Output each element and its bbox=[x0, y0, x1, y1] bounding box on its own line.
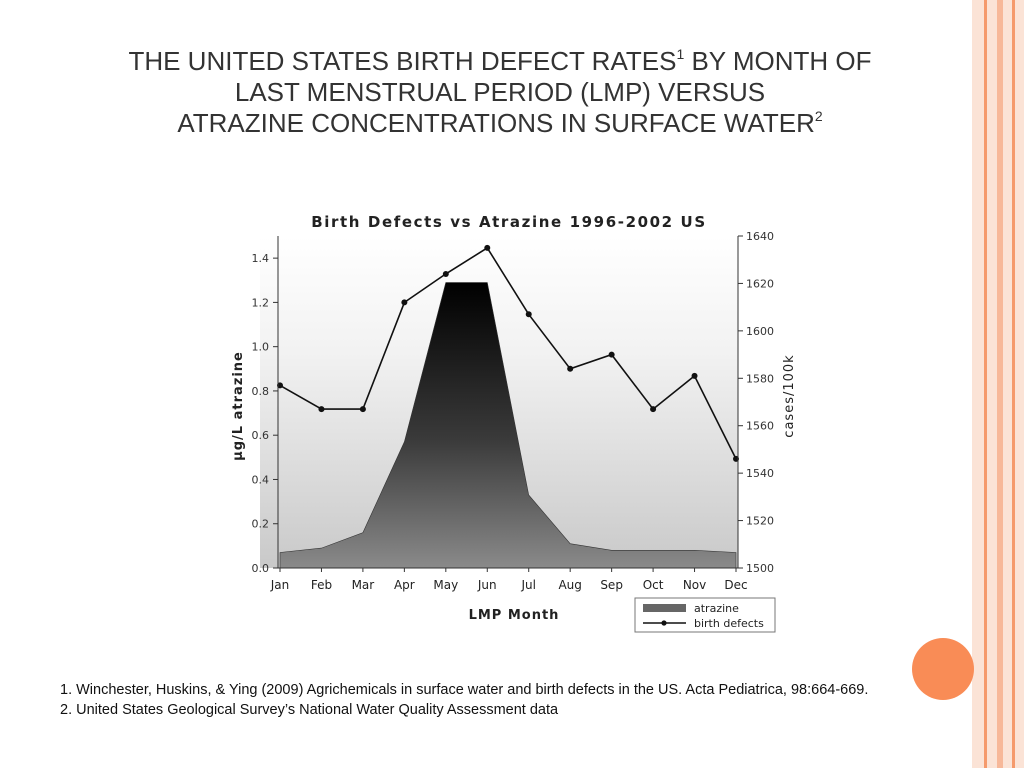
left-axis-label: μg/L atrazine bbox=[231, 351, 246, 461]
title-line1-end: BY MONTH OF bbox=[684, 46, 872, 76]
left-tick-label: 1.0 bbox=[252, 341, 270, 354]
birth-defects-line bbox=[279, 246, 737, 460]
stripe-accent-right bbox=[1012, 0, 1015, 768]
stripe-light-left bbox=[972, 0, 984, 768]
stripe-accent-left bbox=[984, 0, 987, 768]
x-tick-label-jul: Jul bbox=[520, 578, 535, 592]
slide-title-line-3: ATRAZINE CONCENTRATIONS IN SURFACE WATER… bbox=[40, 108, 960, 139]
decorative-orange-circle bbox=[912, 638, 974, 700]
stripe-light-mid bbox=[987, 0, 997, 768]
right-tick-label: 1600 bbox=[746, 325, 774, 338]
chart-title: Birth Defects vs Atrazine 1996-2002 US bbox=[311, 213, 706, 231]
right-tick-label: 1560 bbox=[746, 420, 774, 433]
title-footnote-ref-2: 2 bbox=[814, 108, 823, 124]
stripe-light-right bbox=[1003, 0, 1012, 768]
stripe-mid bbox=[997, 0, 1003, 768]
right-tick-label: 1500 bbox=[746, 562, 774, 575]
right-tick-label: 1580 bbox=[746, 372, 774, 385]
x-tick-label-may: May bbox=[433, 578, 458, 592]
birth-defects-point-sep bbox=[608, 351, 615, 358]
x-tick-label-oct: Oct bbox=[643, 578, 664, 592]
left-tick-label: 1.4 bbox=[252, 252, 270, 265]
x-tick-label-aug: Aug bbox=[558, 578, 581, 592]
x-tick-label-jun: Jun bbox=[477, 578, 497, 592]
left-tick-label: 0.4 bbox=[252, 473, 270, 486]
right-tick-label: 1620 bbox=[746, 277, 774, 290]
birth-defects-points bbox=[277, 244, 739, 462]
legend-atrazine-label: atrazine bbox=[694, 602, 739, 615]
legend-line-marker bbox=[661, 620, 667, 626]
x-tick-label-apr: Apr bbox=[394, 578, 415, 592]
birth-defects-point-apr bbox=[401, 299, 408, 306]
right-axis-ticks: 1500 1520 1540 1560 1580 1600 1620 1640 bbox=[738, 230, 774, 575]
x-tick-label-mar: Mar bbox=[352, 578, 375, 592]
left-tick-label: 1.2 bbox=[252, 296, 270, 309]
left-tick-label: 0.2 bbox=[252, 518, 270, 531]
decorative-stripes bbox=[972, 0, 1024, 768]
birth-defects-point-mar bbox=[359, 406, 366, 413]
birth-defects-point-may bbox=[442, 270, 449, 277]
right-tick-label: 1520 bbox=[746, 515, 774, 528]
left-axis-ticks: 0.0 0.2 0.4 0.6 0.8 1.0 1.2 1.4 bbox=[252, 252, 278, 575]
footnote-2: 2. United States Geological Survey’s Nat… bbox=[60, 702, 559, 718]
footnotes: 1. Winchester, Huskins, & Ying (2009) Ag… bbox=[60, 680, 880, 720]
stripe-light-edge bbox=[1015, 0, 1024, 768]
x-axis-label: LMP Month bbox=[469, 608, 560, 623]
right-tick-label: 1640 bbox=[746, 230, 774, 243]
left-tick-label: 0.0 bbox=[252, 562, 270, 575]
slide-title-line-2: LAST MENSTRUAL PERIOD (LMP) VERSUS bbox=[234, 77, 766, 107]
legend-birth-defects-label: birth defects bbox=[694, 617, 764, 630]
title-line3-text: ATRAZINE CONCENTRATIONS IN SURFACE WATER bbox=[177, 108, 815, 138]
birth-defects-point-jun bbox=[484, 244, 491, 251]
title-line1-text: THE UNITED STATES BIRTH DEFECT RATES bbox=[128, 46, 677, 76]
x-tick-label-dec: Dec bbox=[724, 578, 747, 592]
left-tick-label: 0.6 bbox=[252, 429, 270, 442]
birth-defects-point-feb bbox=[318, 406, 325, 413]
slide-title-line-1: THE UNITED STATES BIRTH DEFECT RATES1 BY… bbox=[40, 46, 960, 77]
x-tick-label-jan: Jan bbox=[270, 578, 290, 592]
x-tick-label-sep: Sep bbox=[600, 578, 623, 592]
x-tick-label-feb: Feb bbox=[311, 578, 332, 592]
birth-defects-point-nov bbox=[691, 372, 698, 379]
x-tick-label-nov: Nov bbox=[683, 578, 706, 592]
birth-defects-point-aug bbox=[567, 365, 574, 372]
chart-legend: atrazine birth defects bbox=[634, 597, 776, 633]
title-footnote-ref-1: 1 bbox=[676, 46, 685, 62]
footnote-1: 1. Winchester, Huskins, & Ying (2009) Ag… bbox=[60, 682, 869, 698]
right-tick-label: 1540 bbox=[746, 467, 774, 480]
x-axis-ticks: Jan Feb Mar Apr May Jun Jul Aug Sep Oct Nov Dec bbox=[270, 568, 748, 592]
legend-atrazine-swatch bbox=[643, 604, 686, 612]
birth-defects-point-oct bbox=[650, 406, 657, 413]
legend-box bbox=[634, 597, 776, 633]
atrazine-area bbox=[279, 282, 737, 569]
right-axis-label: cases/100k bbox=[782, 354, 797, 437]
left-tick-label: 0.8 bbox=[252, 385, 270, 398]
birth-defects-point-jul bbox=[525, 311, 532, 318]
birth-defects-atrazine-chart: Birth Defects vs Atrazine 1996-2002 US 0… bbox=[231, 213, 797, 633]
slide-title: THE UNITED STATES BIRTH DEFECT RATES1 BY… bbox=[40, 46, 960, 139]
